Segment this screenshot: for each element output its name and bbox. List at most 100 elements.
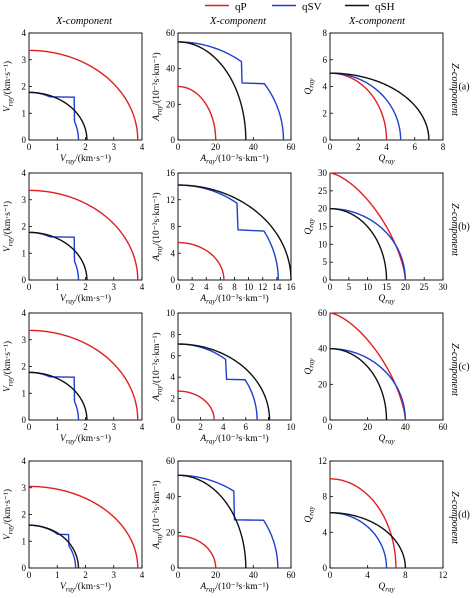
x-tick-label: 20 xyxy=(211,142,221,152)
x-tick-label: 4 xyxy=(140,422,145,432)
series-qp-curve xyxy=(329,172,407,281)
series-qsh-curve xyxy=(28,91,88,141)
series-qsv-curve xyxy=(177,343,258,421)
row-labels: (a)Z-component(b)Z-component(c)Z-compone… xyxy=(449,63,470,544)
series-qsh-curve xyxy=(329,512,407,569)
x-axis-label: Vray/(km·s⁻¹) xyxy=(60,581,111,594)
y-tick-label: 40 xyxy=(166,492,176,502)
x-tick-label: 6 xyxy=(218,282,223,292)
x-tick-label: 1 xyxy=(55,422,60,432)
y-axis-label: Vray/(km·s⁻¹) xyxy=(2,341,15,392)
x-tick-label: 2 xyxy=(198,422,203,432)
y-tick-label: 8 xyxy=(323,28,328,38)
x-tick-label: 14 xyxy=(272,282,282,292)
series-qp-curve xyxy=(28,485,139,569)
plot-frame xyxy=(177,460,292,569)
y-tick-label: 20 xyxy=(166,99,176,109)
row-side-label: Z-component xyxy=(449,343,460,396)
panel-a-slowness: 0 20 40 60 0 20 40 60 Aray/(10⁻³s·km⁻¹) Aray/(10⁻… xyxy=(151,28,296,166)
legend-label-qsv: qSV xyxy=(302,1,322,13)
x-tick-label: 12 xyxy=(439,570,448,580)
y-tick-label: 0 xyxy=(323,275,328,285)
row-tag-b: (b) xyxy=(458,222,470,233)
x-tick-label: 40 xyxy=(249,142,259,152)
y-tick-label: 0 xyxy=(171,563,176,573)
y-axis-label: Qray xyxy=(304,78,316,95)
series-qp-curve xyxy=(28,189,139,281)
y-tick-label: 0 xyxy=(323,135,328,145)
y-tick-label: 1 xyxy=(22,536,27,546)
panel-d-slowness: 0 20 40 60 0 20 40 60 Aray/(10⁻³s·km⁻¹) Aray/(10⁻… xyxy=(151,456,296,594)
series-qp-curve xyxy=(329,312,407,421)
x-axis-label: Aray/(10⁻³s·km⁻¹) xyxy=(199,433,268,446)
y-tick-label: 3 xyxy=(22,195,27,205)
series-qsv-curve xyxy=(28,91,80,141)
x-tick-label: 4 xyxy=(204,282,209,292)
x-tick-label: 0 xyxy=(176,422,181,432)
y-tick-label: 5 xyxy=(323,257,328,267)
x-tick-label: 0 xyxy=(328,570,333,580)
x-tick-label: 10 xyxy=(287,422,297,432)
x-tick-label: 25 xyxy=(420,282,430,292)
plot-frame xyxy=(28,172,143,281)
x-tick-label: 3 xyxy=(112,422,117,432)
x-axis-label: Aray/(10⁻³s·km⁻¹) xyxy=(199,153,268,166)
y-tick-label: 12 xyxy=(166,195,175,205)
series-qsv-curve xyxy=(329,72,402,141)
y-tick-label: 4 xyxy=(22,308,27,318)
x-axis-label: Vray/(km·s⁻¹) xyxy=(60,293,111,306)
x-tick-label: 0 xyxy=(176,282,181,292)
series-qp-curve xyxy=(329,478,397,569)
y-tick-label: 1 xyxy=(22,108,27,118)
y-tick-label: 2 xyxy=(22,362,27,372)
row-tag-c: (c) xyxy=(458,362,469,373)
x-tick-label: 20 xyxy=(401,282,411,292)
x-tick-label: 40 xyxy=(249,570,259,580)
y-tick-label: 2 xyxy=(22,222,27,232)
series-qsv-curve xyxy=(329,207,407,281)
y-tick-label: 1 xyxy=(22,388,27,398)
y-axis-label: Aray/(10⁻³s·km⁻¹) xyxy=(151,192,164,261)
x-tick-label: 0 xyxy=(176,570,181,580)
x-tick-label: 40 xyxy=(401,422,411,432)
series-qsh-curve xyxy=(28,524,80,569)
series-qp-curve xyxy=(28,329,139,421)
x-tick-label: 0 xyxy=(27,282,32,292)
y-tick-label: 12 xyxy=(318,456,327,466)
x-tick-label: 2 xyxy=(83,570,88,580)
x-tick-label: 0 xyxy=(328,282,333,292)
y-tick-label: 10 xyxy=(318,239,328,249)
series-qsh-curve xyxy=(177,41,247,141)
y-tick-label: 2 xyxy=(22,510,27,520)
y-tick-label: 3 xyxy=(22,55,27,65)
x-tick-label: 30 xyxy=(439,282,449,292)
x-axis-label: Aray/(10⁻³s·km⁻¹) xyxy=(199,581,268,594)
series-qsh-curve xyxy=(177,184,292,281)
x-tick-label: 2 xyxy=(83,142,88,152)
y-tick-label: 6 xyxy=(171,351,176,361)
legend-label-qp: qP xyxy=(235,1,247,13)
x-tick-label: 3 xyxy=(112,282,117,292)
x-axis-label: Qray xyxy=(378,294,395,306)
x-tick-label: 4 xyxy=(384,142,389,152)
series-qp-curve xyxy=(178,390,215,421)
x-tick-label: 60 xyxy=(287,142,297,152)
x-tick-label: 6 xyxy=(413,142,418,152)
x-axis-label: Vray/(km·s⁻¹) xyxy=(60,153,111,166)
series-qsv-curve xyxy=(177,474,279,569)
y-tick-label: 4 xyxy=(22,28,27,38)
plot-frame xyxy=(28,460,143,569)
y-tick-label: 0 xyxy=(22,135,27,145)
panel-d-velocity: 0 1 2 3 4 0 1 2 3 4 Vray/(km·s⁻¹) Vray/(km·s⁻¹) xyxy=(2,456,145,594)
x-tick-label: 12 xyxy=(258,282,267,292)
x-axis-label: Aray/(10⁻³s·km⁻¹) xyxy=(199,293,268,306)
x-tick-label: 2 xyxy=(356,142,361,152)
plot-frame xyxy=(177,312,292,421)
y-axis-label: Aray/(10⁻³s·km⁻¹) xyxy=(151,52,164,121)
y-tick-label: 0 xyxy=(171,135,176,145)
x-tick-label: 60 xyxy=(439,422,449,432)
series-qsh-curve xyxy=(177,474,247,569)
plot-frame xyxy=(28,32,143,141)
